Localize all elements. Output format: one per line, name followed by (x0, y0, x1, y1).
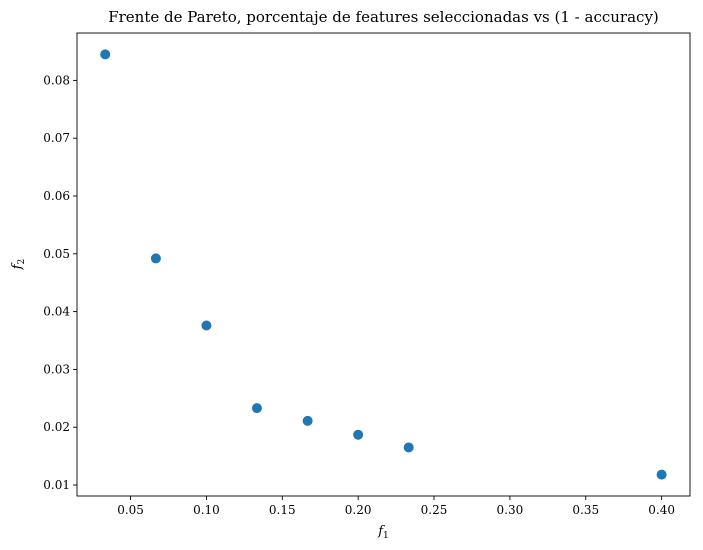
scatter-point (353, 429, 364, 440)
y-tick-label: 0.02 (43, 420, 70, 434)
y-axis-label-base: f (10, 262, 25, 270)
x-tick-label: 0.40 (648, 503, 675, 517)
x-axis-ticks: 0.05 0.10 0.15 0.20 0.25 0.30 0.35 0.40 (117, 496, 675, 517)
y-axis-label: f2 (10, 259, 27, 271)
scatter-point (100, 49, 111, 60)
x-tick-label: 0.20 (345, 503, 372, 517)
x-axis-label-base: f (377, 524, 385, 539)
y-tick-label: 0.08 (43, 73, 70, 87)
y-tick-label: 0.06 (43, 189, 70, 203)
x-tick-label: 0.30 (497, 503, 524, 517)
y-axis-ticks: 0.01 0.02 0.03 0.04 0.05 0.06 0.07 0.08 (43, 73, 77, 492)
y-tick-label: 0.03 (43, 362, 70, 376)
scatter-point (201, 320, 212, 331)
x-tick-label: 0.05 (117, 503, 144, 517)
x-tick-label: 0.35 (572, 503, 599, 517)
chart-title: Frente de Pareto, porcentaje de features… (108, 8, 659, 26)
scatter-point (251, 403, 262, 414)
scatter-point (302, 415, 313, 426)
x-tick-label: 0.10 (193, 503, 220, 517)
x-axis-label: f1 (377, 524, 389, 541)
x-axis-label-sub: 1 (383, 531, 389, 541)
scatter-point (150, 253, 161, 264)
scatter-point (656, 469, 667, 480)
x-tick-label: 0.15 (269, 503, 296, 517)
y-axis-label-sub: 2 (17, 259, 27, 265)
plot-frame (76, 32, 691, 497)
y-tick-label: 0.07 (43, 131, 70, 145)
data-points (100, 49, 667, 480)
y-tick-label: 0.01 (43, 478, 70, 492)
x-tick-label: 0.25 (421, 503, 448, 517)
scatter-point (403, 442, 414, 453)
y-tick-label: 0.05 (43, 247, 70, 261)
y-tick-label: 0.04 (43, 305, 70, 319)
